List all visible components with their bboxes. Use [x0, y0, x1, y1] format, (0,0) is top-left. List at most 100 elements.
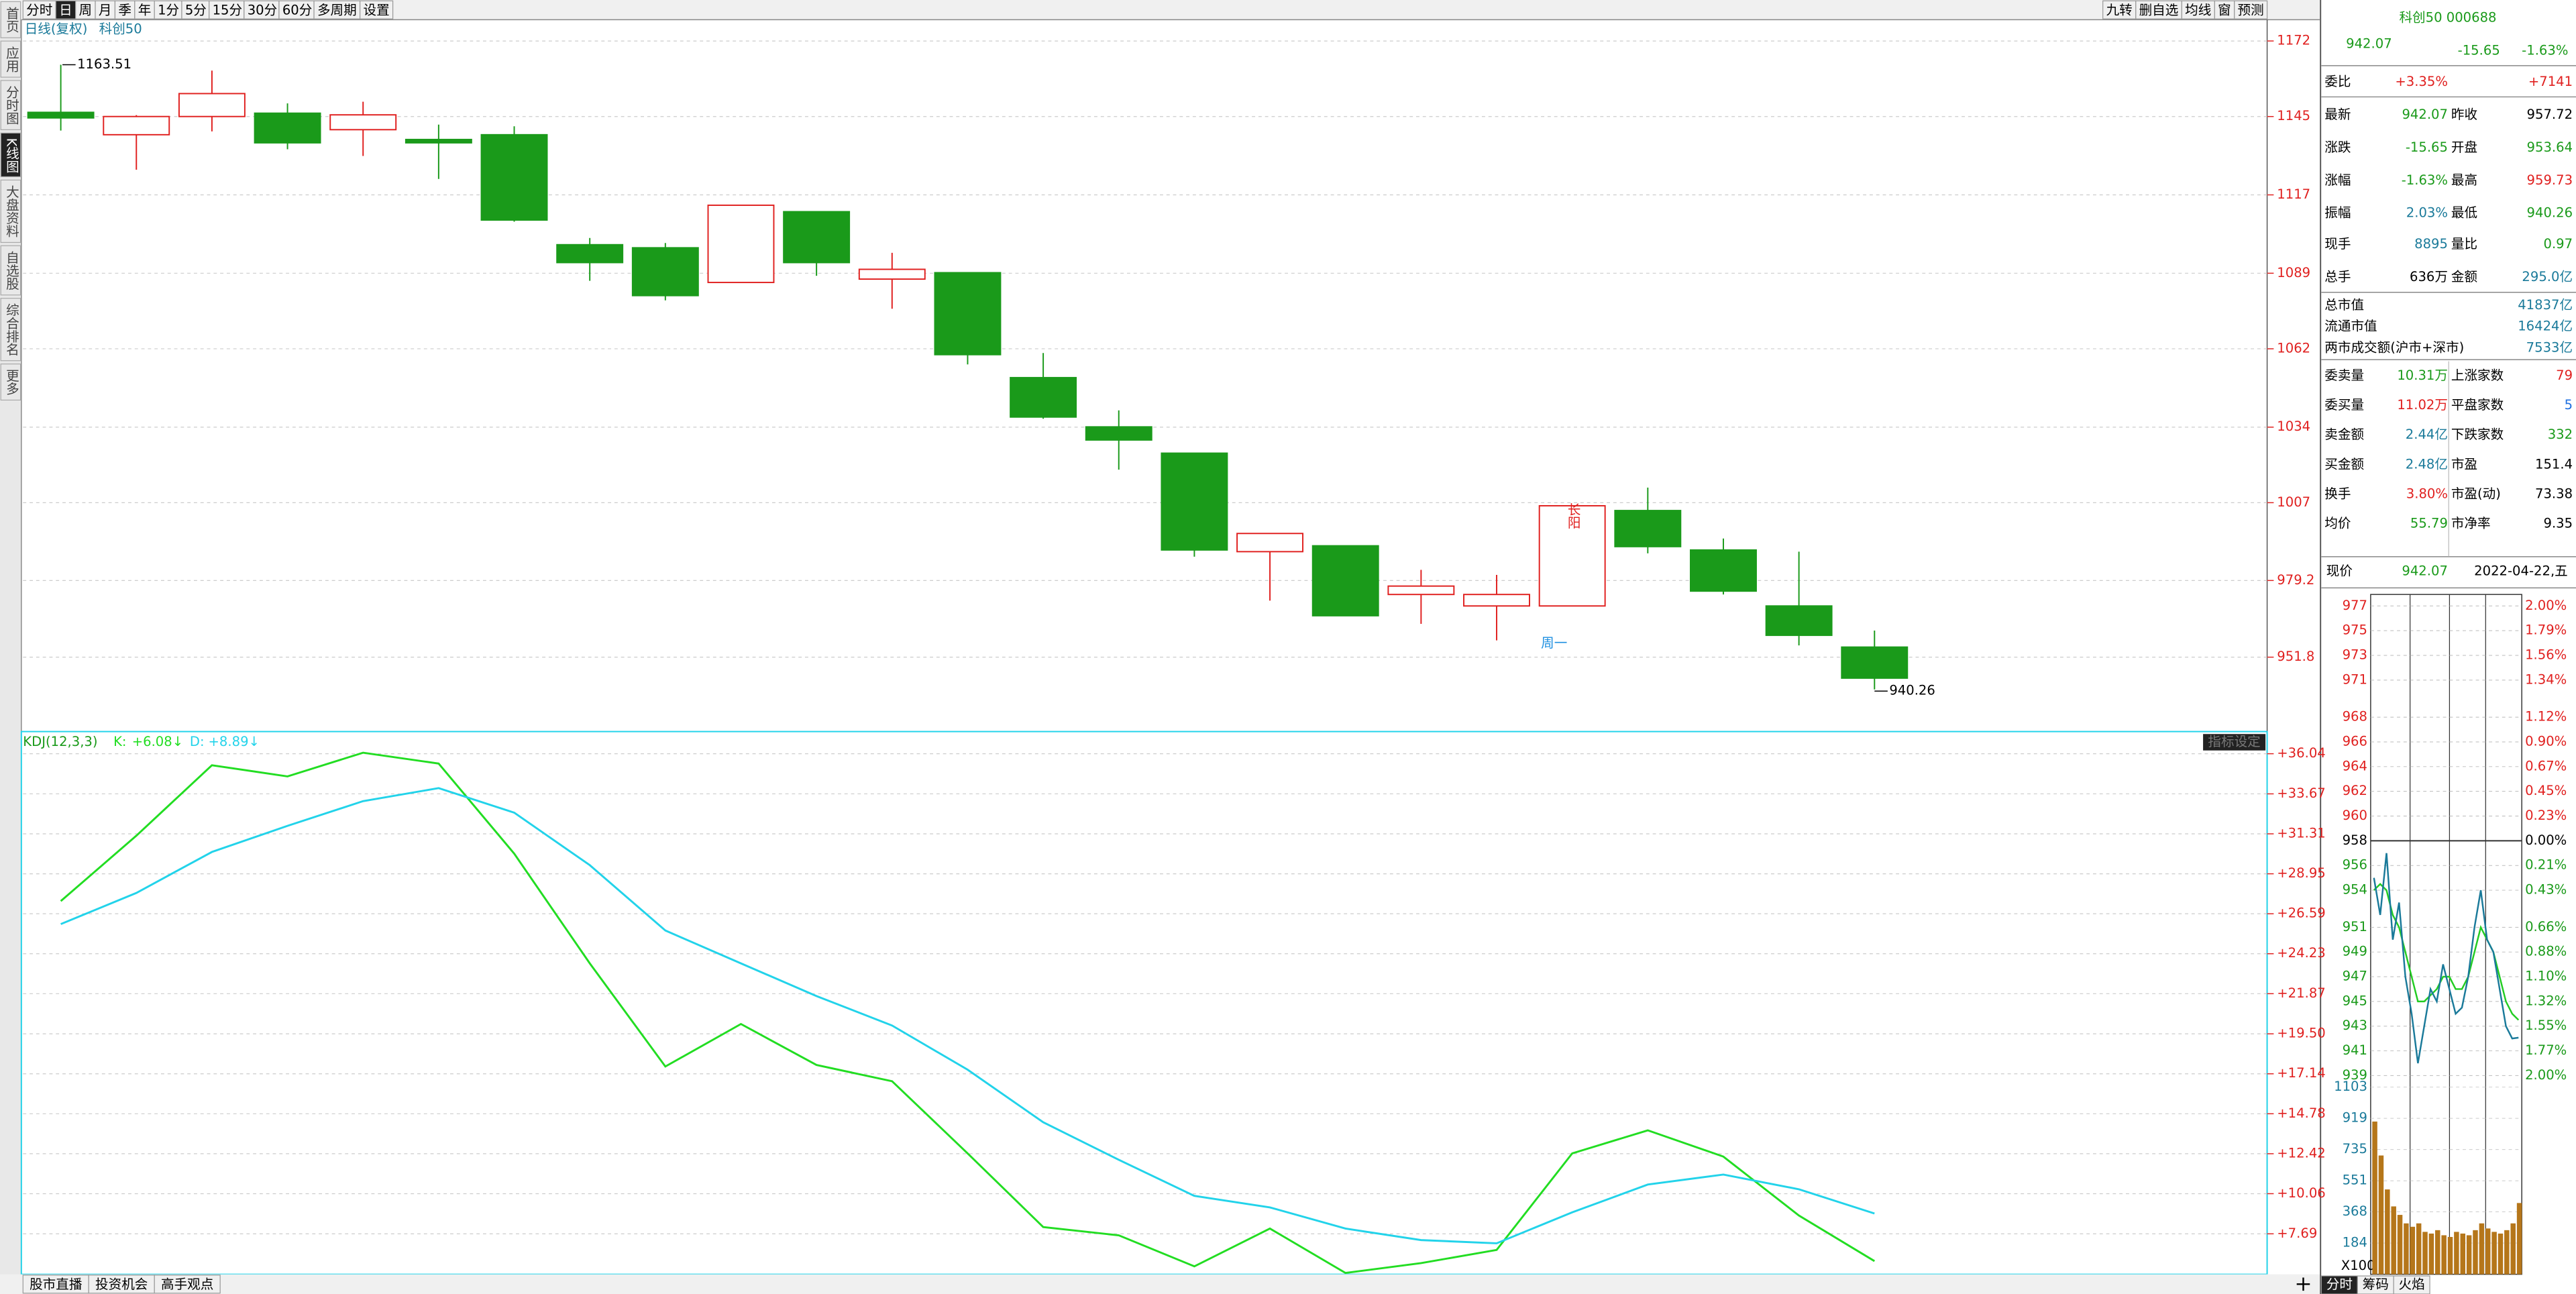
- y-tick-label: 1007: [2277, 494, 2310, 510]
- row-value: 2.48亿: [2406, 456, 2448, 472]
- tool-tab-label[interactable]: 九转: [2106, 2, 2133, 17]
- right-tab-label[interactable]: 火焰: [2399, 1277, 2425, 1292]
- tool-tab-label[interactable]: 删自选: [2139, 2, 2179, 17]
- period-tab-label[interactable]: 季: [118, 2, 131, 17]
- row-value: +3.35%: [2395, 74, 2448, 89]
- y-tick-label: +10.06: [2277, 1185, 2325, 1201]
- left-tab-label[interactable]: K线图: [3, 138, 19, 173]
- bottom-tab-label[interactable]: 高手观点: [161, 1277, 213, 1292]
- row-label: 昨收: [2451, 107, 2477, 122]
- current-price: 942.07: [2402, 563, 2448, 578]
- volume-bar: [2428, 1233, 2434, 1275]
- y-tick-label: +17.14: [2277, 1065, 2325, 1081]
- period-tab-label[interactable]: 年: [138, 2, 152, 17]
- period-tab[interactable]: [95, 0, 116, 19]
- tool-tab[interactable]: [2234, 0, 2268, 19]
- candle-body: [103, 115, 170, 136]
- period-tab[interactable]: [22, 0, 56, 19]
- y-tick-label: 1034: [2277, 419, 2310, 434]
- row-value: 3.80%: [2406, 486, 2448, 501]
- bottom-tab-label[interactable]: 股市直播: [30, 1277, 83, 1292]
- period-tab[interactable]: [313, 0, 361, 19]
- tool-tab[interactable]: [2214, 0, 2235, 19]
- row-label: 现手: [2324, 236, 2351, 252]
- row-label: 上涨家数: [2451, 368, 2504, 383]
- period-tab[interactable]: [278, 0, 315, 19]
- bottom-tab-label[interactable]: 投资机会: [95, 1277, 148, 1292]
- row-value: 9.35: [2543, 515, 2573, 531]
- period-tab[interactable]: [181, 0, 210, 19]
- row-value: 41837亿: [2518, 297, 2573, 313]
- mini-y-label: 947: [2343, 969, 2367, 984]
- left-tab-label[interactable]: 综合排名: [3, 303, 19, 356]
- indicator-button-bg[interactable]: [2203, 734, 2266, 751]
- left-tab-label[interactable]: 大盘资料: [3, 185, 19, 237]
- period-tab-label[interactable]: 5分: [185, 2, 207, 17]
- left-tab[interactable]: [0, 363, 21, 401]
- period-tab[interactable]: [209, 0, 245, 19]
- period-tab-label[interactable]: 30分: [248, 2, 278, 17]
- kdj-title: KDJ(12,3,3): [23, 734, 97, 749]
- row-label: 买金额: [2324, 456, 2364, 472]
- volume-bar: [2498, 1233, 2504, 1275]
- candle-body: [1161, 452, 1228, 551]
- expand-icon[interactable]: [2296, 1277, 2310, 1291]
- period-tab[interactable]: [154, 0, 182, 19]
- mini-pct-label: 0.90%: [2525, 733, 2567, 749]
- left-tab[interactable]: [0, 132, 21, 178]
- period-tab-label[interactable]: 日: [59, 2, 72, 17]
- period-tab-label[interactable]: 周: [79, 2, 93, 17]
- y-tick-label: 979.2: [2277, 572, 2314, 588]
- left-tab[interactable]: [0, 40, 21, 78]
- volume-label: 368: [2343, 1203, 2367, 1219]
- period-tab[interactable]: [55, 0, 76, 19]
- right-tab-label[interactable]: 分时: [2326, 1277, 2353, 1292]
- mini-y-label: 949: [2343, 944, 2367, 959]
- period-tab[interactable]: [360, 0, 394, 19]
- left-tab-label[interactable]: 更多: [3, 369, 19, 395]
- tool-tab-label[interactable]: 预测: [2238, 2, 2264, 17]
- tool-tab-label[interactable]: 均线: [2185, 2, 2211, 17]
- quote-price: 942.07: [2346, 36, 2392, 52]
- y-tick-label: 1145: [2277, 108, 2310, 123]
- left-tab-label[interactable]: 分时图: [3, 85, 19, 125]
- tool-tab-label[interactable]: 窗: [2218, 2, 2231, 17]
- volume-label: 919: [2343, 1110, 2367, 1126]
- period-tab-label[interactable]: 1分: [158, 2, 179, 17]
- left-tab[interactable]: [0, 80, 21, 131]
- candle-body: [1236, 533, 1304, 553]
- tool-tab[interactable]: [2102, 0, 2137, 19]
- left-tab[interactable]: [0, 1, 21, 38]
- row-value: 151.4: [2535, 456, 2573, 472]
- row-value: 636万: [2410, 269, 2448, 284]
- left-tab-label[interactable]: 首页: [3, 7, 19, 33]
- row-label: 金额: [2451, 269, 2478, 284]
- period-tab-label[interactable]: 设置: [364, 2, 390, 17]
- y-tick-label: +14.78: [2277, 1106, 2325, 1121]
- right-tab[interactable]: [2393, 1275, 2430, 1294]
- right-tab-label[interactable]: 筹码: [2363, 1277, 2389, 1292]
- right-tab[interactable]: [2357, 1275, 2394, 1294]
- period-tab-label[interactable]: 15分: [213, 2, 243, 17]
- period-tab-label[interactable]: 分时: [26, 2, 52, 17]
- indicator-button[interactable]: 指标设定: [2208, 734, 2260, 749]
- period-tab[interactable]: [114, 0, 136, 19]
- row-value: 953.64: [2527, 140, 2573, 155]
- left-tab[interactable]: [0, 245, 21, 296]
- period-tab-label[interactable]: 60分: [282, 2, 313, 17]
- bottom-tab[interactable]: [154, 1275, 221, 1294]
- period-tab-label[interactable]: 多周期: [317, 2, 357, 17]
- row-label: 委买量: [2324, 397, 2364, 413]
- left-tab-label[interactable]: 应用: [3, 46, 19, 72]
- row-value: 73.38: [2535, 486, 2573, 501]
- mini-pct-label: 0.66%: [2525, 919, 2567, 934]
- y-tick-label: +12.42: [2277, 1145, 2325, 1161]
- y-tick-label: +31.31: [2277, 826, 2325, 841]
- left-tab[interactable]: [0, 298, 21, 362]
- period-tab-label[interactable]: 月: [99, 2, 112, 17]
- period-tab[interactable]: [134, 0, 155, 19]
- row-value: 8895: [2414, 236, 2448, 252]
- y-tick-label: +19.50: [2277, 1026, 2325, 1041]
- left-tab[interactable]: [0, 179, 21, 244]
- left-tab-label[interactable]: 自选股: [3, 251, 19, 290]
